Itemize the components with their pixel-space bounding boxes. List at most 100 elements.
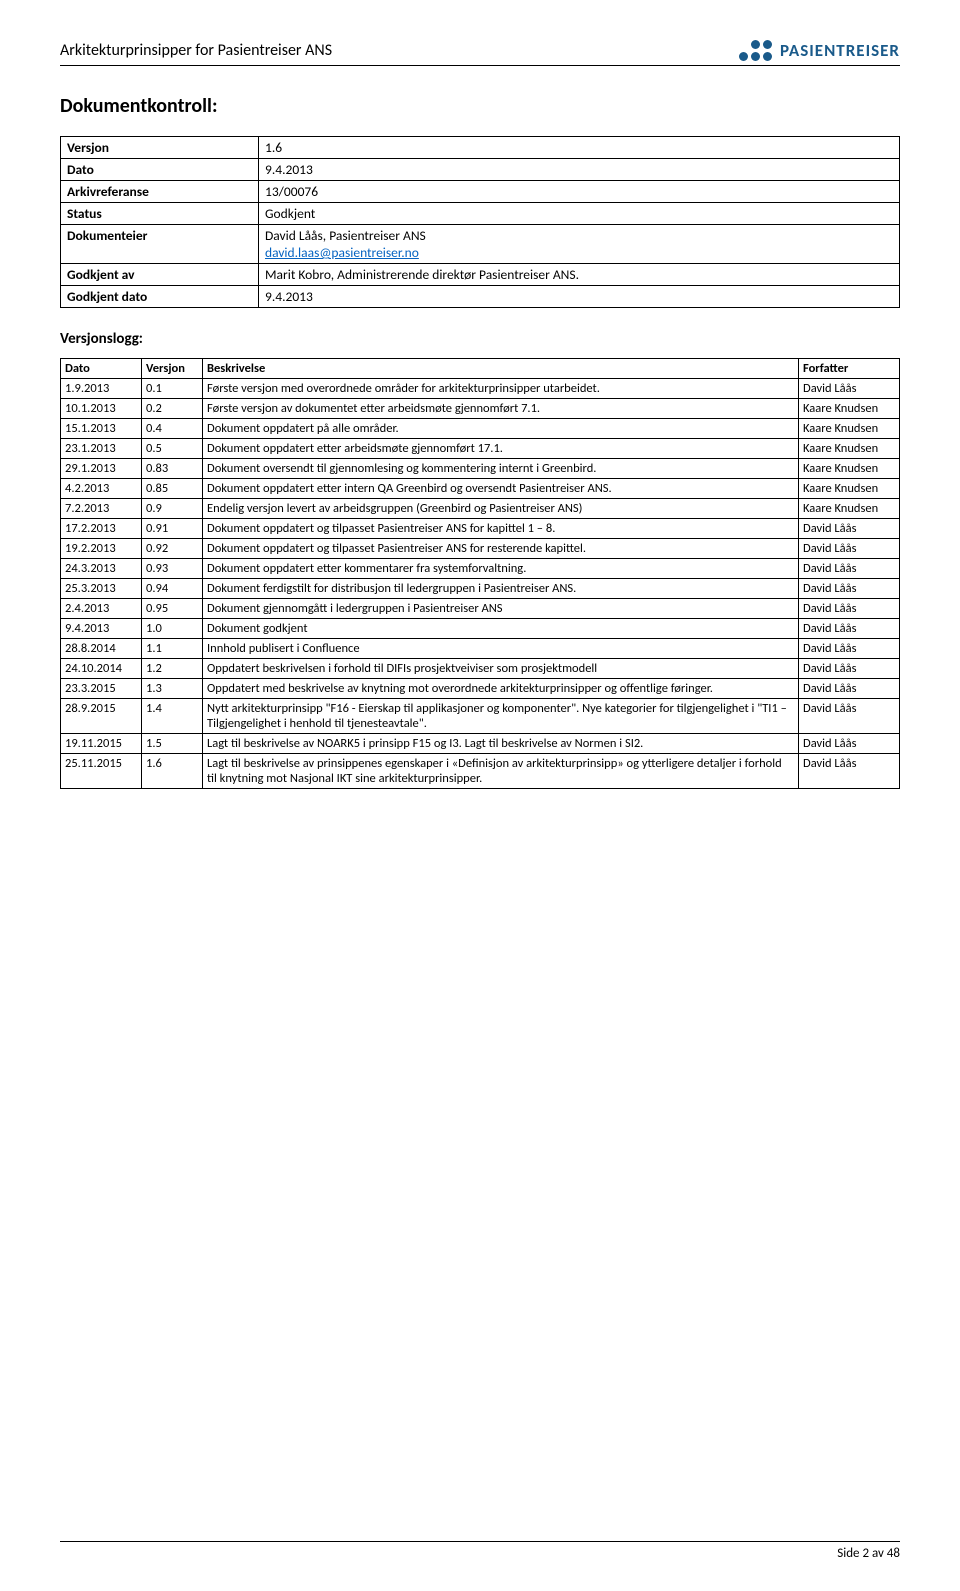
info-label: Versjon xyxy=(61,137,259,159)
table-row: 2.4.20130.95Dokument gjennomgått i leder… xyxy=(61,599,900,619)
table-row: 25.11.20151.6Lagt til beskrivelse av pri… xyxy=(61,754,900,789)
info-row: Godkjent avMarit Kobro, Administrerende … xyxy=(61,264,900,286)
info-row: DokumenteierDavid Låås, Pasientreiser AN… xyxy=(61,225,900,264)
info-row: Versjon1.6 xyxy=(61,137,900,159)
table-cell: 0.92 xyxy=(142,539,203,559)
table-cell: David Låås xyxy=(799,659,900,679)
table-cell: 1.6 xyxy=(142,754,203,789)
email-link[interactable]: david.laas@pasientreiser.no xyxy=(265,244,419,261)
table-cell: Oppdatert beskrivelsen i forhold til DIF… xyxy=(203,659,799,679)
info-value: David Låås, Pasientreiser ANSdavid.laas@… xyxy=(259,225,900,264)
logo-text: PASIENTREISER xyxy=(780,40,900,61)
info-row: Dato9.4.2013 xyxy=(61,159,900,181)
table-cell: 1.0 xyxy=(142,619,203,639)
table-cell: David Låås xyxy=(799,734,900,754)
table-cell: 1.3 xyxy=(142,679,203,699)
table-cell: 1.2 xyxy=(142,659,203,679)
table-cell: Dokument oversendt til gjennomlesing og … xyxy=(203,459,799,479)
page: Arkitekturprinsipper for Pasientreiser A… xyxy=(0,0,960,1591)
table-cell: 28.9.2015 xyxy=(61,699,142,734)
col-dato: Dato xyxy=(61,359,142,379)
table-cell: 0.95 xyxy=(142,599,203,619)
table-cell: 29.1.2013 xyxy=(61,459,142,479)
table-cell: 0.93 xyxy=(142,559,203,579)
info-label: Dokumenteier xyxy=(61,225,259,264)
table-cell: Dokument godkjent xyxy=(203,619,799,639)
table-cell: Første versjon med overordnede områder f… xyxy=(203,379,799,399)
table-row: 23.3.20151.3Oppdatert med beskrivelse av… xyxy=(61,679,900,699)
table-cell: David Låås xyxy=(799,699,900,734)
table-cell: 0.9 xyxy=(142,499,203,519)
table-cell: Nytt arkitekturprinsipp "F16 - Eierskap … xyxy=(203,699,799,734)
table-cell: 15.1.2013 xyxy=(61,419,142,439)
table-cell: David Låås xyxy=(799,599,900,619)
info-label: Dato xyxy=(61,159,259,181)
table-cell: 7.2.2013 xyxy=(61,499,142,519)
table-cell: Dokument oppdatert etter kommentarer fra… xyxy=(203,559,799,579)
info-label: Arkivreferanse xyxy=(61,181,259,203)
info-row: StatusGodkjent xyxy=(61,203,900,225)
table-cell: 1.1 xyxy=(142,639,203,659)
table-header-row: Dato Versjon Beskrivelse Forfatter xyxy=(61,359,900,379)
page-header: Arkitekturprinsipper for Pasientreiser A… xyxy=(60,40,900,66)
table-cell: Første versjon av dokumentet etter arbei… xyxy=(203,399,799,419)
table-cell: David Låås xyxy=(799,539,900,559)
table-cell: Dokument ferdigstilt for distribusjon ti… xyxy=(203,579,799,599)
table-cell: 25.3.2013 xyxy=(61,579,142,599)
table-cell: Dokument oppdatert og tilpasset Pasientr… xyxy=(203,519,799,539)
info-row: Arkivreferanse13/00076 xyxy=(61,181,900,203)
col-versjon: Versjon xyxy=(142,359,203,379)
version-log-table: Dato Versjon Beskrivelse Forfatter 1.9.2… xyxy=(60,358,900,789)
table-cell: 0.94 xyxy=(142,579,203,599)
info-value: 1.6 xyxy=(259,137,900,159)
info-value: 13/00076 xyxy=(259,181,900,203)
header-title: Arkitekturprinsipper for Pasientreiser A… xyxy=(60,41,332,60)
table-cell: Kaare Knudsen xyxy=(799,479,900,499)
info-value: Godkjent xyxy=(259,203,900,225)
table-cell: 0.4 xyxy=(142,419,203,439)
table-row: 15.1.20130.4Dokument oppdatert på alle o… xyxy=(61,419,900,439)
table-cell: Dokument oppdatert og tilpasset Pasientr… xyxy=(203,539,799,559)
table-cell: Innhold publisert i Confluence xyxy=(203,639,799,659)
table-cell: 24.3.2013 xyxy=(61,559,142,579)
table-cell: 23.3.2015 xyxy=(61,679,142,699)
table-cell: Dokument gjennomgått i ledergruppen i Pa… xyxy=(203,599,799,619)
table-cell: 25.11.2015 xyxy=(61,754,142,789)
table-cell: Kaare Knudsen xyxy=(799,459,900,479)
table-row: 28.8.20141.1Innhold publisert i Confluen… xyxy=(61,639,900,659)
table-cell: David Låås xyxy=(799,754,900,789)
table-cell: 24.10.2014 xyxy=(61,659,142,679)
col-beskrivelse: Beskrivelse xyxy=(203,359,799,379)
logo: PASIENTREISER xyxy=(739,40,900,61)
section-title-dokumentkontroll: Dokumentkontroll: xyxy=(60,94,900,118)
table-cell: 0.2 xyxy=(142,399,203,419)
table-cell: David Låås xyxy=(799,519,900,539)
table-cell: Kaare Knudsen xyxy=(799,439,900,459)
info-value: 9.4.2013 xyxy=(259,159,900,181)
info-row: Godkjent dato9.4.2013 xyxy=(61,286,900,308)
table-cell: Kaare Knudsen xyxy=(799,399,900,419)
table-row: 7.2.20130.9Endelig versjon levert av arb… xyxy=(61,499,900,519)
section-title-versjonslogg: Versjonslogg: xyxy=(60,330,900,348)
table-row: 28.9.20151.4Nytt arkitekturprinsipp "F16… xyxy=(61,699,900,734)
table-cell: 1.5 xyxy=(142,734,203,754)
table-row: 25.3.20130.94Dokument ferdigstilt for di… xyxy=(61,579,900,599)
table-cell: Kaare Knudsen xyxy=(799,499,900,519)
table-row: 9.4.20131.0Dokument godkjentDavid Låås xyxy=(61,619,900,639)
table-cell: 10.1.2013 xyxy=(61,399,142,419)
table-cell: 1.4 xyxy=(142,699,203,734)
logo-dots-icon xyxy=(739,40,772,61)
table-cell: 0.85 xyxy=(142,479,203,499)
table-row: 10.1.20130.2Første versjon av dokumentet… xyxy=(61,399,900,419)
table-cell: 2.4.2013 xyxy=(61,599,142,619)
info-label: Godkjent dato xyxy=(61,286,259,308)
table-row: 24.3.20130.93Dokument oppdatert etter ko… xyxy=(61,559,900,579)
table-row: 23.1.20130.5Dokument oppdatert etter arb… xyxy=(61,439,900,459)
table-cell: 28.8.2014 xyxy=(61,639,142,659)
table-cell: David Låås xyxy=(799,379,900,399)
table-cell: 0.1 xyxy=(142,379,203,399)
table-row: 29.1.20130.83Dokument oversendt til gjen… xyxy=(61,459,900,479)
table-row: 19.11.20151.5Lagt til beskrivelse av NOA… xyxy=(61,734,900,754)
col-forfatter: Forfatter xyxy=(799,359,900,379)
table-cell: Dokument oppdatert etter intern QA Green… xyxy=(203,479,799,499)
